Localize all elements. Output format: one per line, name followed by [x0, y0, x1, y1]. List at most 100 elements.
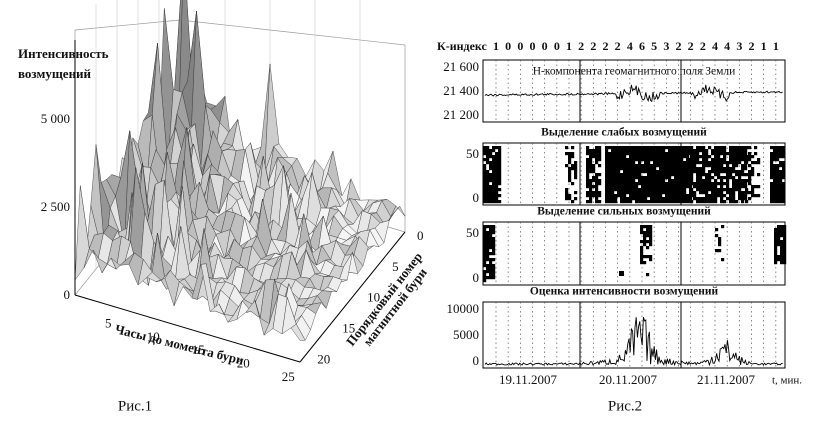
- detection-mark: [748, 197, 752, 201]
- detection-mark: [779, 185, 783, 189]
- detection-mark: [617, 158, 621, 162]
- detection-mark: [483, 249, 487, 253]
- panel-frame: [482, 301, 786, 369]
- detection-mark: [608, 176, 612, 180]
- detection-mark: [605, 191, 609, 195]
- detection-mark: [626, 191, 630, 195]
- detection-mark: [741, 155, 745, 159]
- detection-mark: [611, 146, 615, 150]
- detection-mark: [773, 182, 777, 186]
- detection-mark: [595, 197, 599, 201]
- detection-mark: [757, 158, 761, 162]
- detection-mark: [643, 243, 647, 247]
- detection-mark: [483, 270, 487, 274]
- detection-mark: [592, 149, 596, 153]
- detection-mark: [608, 197, 612, 201]
- detection-mark: [677, 146, 681, 150]
- detection-mark: [662, 185, 666, 189]
- detection-mark: [708, 200, 712, 204]
- detection-mark: [656, 176, 660, 180]
- z-tick-label: 2 500: [41, 199, 70, 214]
- detection-mark: [486, 179, 490, 183]
- detection-mark: [646, 231, 650, 235]
- detection-mark: [659, 200, 663, 204]
- k-index-value: 2: [590, 39, 596, 53]
- panel-title: Выделение слабых возмущений: [541, 127, 707, 139]
- detection-mark: [699, 182, 703, 186]
- detection-mark: [776, 173, 780, 177]
- detection-mark: [717, 188, 721, 192]
- x-tick-label: 20: [237, 356, 250, 371]
- detection-mark: [620, 182, 624, 186]
- detection-mark: [748, 182, 752, 186]
- detection-mark: [683, 152, 687, 156]
- detection-mark: [620, 158, 624, 162]
- detection-mark: [741, 167, 745, 171]
- detection-mark: [754, 194, 758, 198]
- detection-mark: [489, 258, 493, 262]
- detection-mark: [774, 249, 778, 253]
- detection-mark: [662, 152, 666, 156]
- detection-mark: [595, 176, 599, 180]
- detection-mark: [492, 173, 496, 177]
- z-tick-label: 0: [64, 287, 71, 302]
- detection-mark: [690, 200, 694, 204]
- detection-mark: [649, 258, 653, 262]
- detection-mark: [647, 149, 651, 153]
- detection-mark: [586, 194, 590, 198]
- detection-mark: [492, 191, 496, 195]
- detection-mark: [626, 188, 630, 192]
- detection-mark: [656, 185, 660, 189]
- detection-mark: [650, 149, 654, 153]
- detection-mark: [483, 173, 487, 177]
- y-tick-label: 10: [367, 290, 380, 305]
- detection-mark: [738, 188, 742, 192]
- detection-mark: [614, 158, 618, 162]
- detection-mark: [671, 149, 675, 153]
- detection-mark: [574, 167, 578, 171]
- detection-mark: [783, 252, 787, 256]
- detection-mark: [662, 197, 666, 201]
- detection-mark: [729, 152, 733, 156]
- detection-mark: [783, 261, 787, 265]
- detection-mark: [498, 149, 502, 153]
- detection-mark: [693, 161, 697, 165]
- detection-mark: [717, 158, 721, 162]
- detection-mark: [611, 164, 615, 168]
- detection-mark: [486, 155, 490, 159]
- detection-mark: [671, 158, 675, 162]
- detection-mark: [620, 167, 624, 171]
- detection-mark: [629, 194, 633, 198]
- detection-mark: [647, 161, 651, 165]
- detection-mark: [680, 161, 684, 165]
- detection-mark: [617, 188, 621, 192]
- detection-mark: [680, 167, 684, 171]
- y-tick-label: 0: [473, 190, 480, 205]
- detection-mark: [668, 161, 672, 165]
- detection-mark: [662, 188, 666, 192]
- detection-mark: [650, 194, 654, 198]
- detection-mark: [646, 255, 650, 259]
- detection-mark: [732, 170, 736, 174]
- detection-mark: [653, 146, 657, 150]
- detection-mark: [751, 173, 755, 177]
- detection-mark: [605, 170, 609, 174]
- detection-mark: [611, 149, 615, 153]
- detection-mark: [644, 146, 648, 150]
- detection-mark: [641, 200, 645, 204]
- detection-mark: [492, 188, 496, 192]
- detection-mark: [671, 185, 675, 189]
- detection-mark: [489, 197, 493, 201]
- detection-mark: [629, 182, 633, 186]
- detection-mark: [776, 185, 780, 189]
- detection-mark: [705, 194, 709, 198]
- k-index-value: 4: [712, 39, 718, 53]
- detection-mark: [779, 161, 783, 165]
- detection-mark: [644, 188, 648, 192]
- detection-mark: [735, 152, 739, 156]
- detection-mark: [483, 240, 487, 244]
- detection-mark: [656, 200, 660, 204]
- detection-mark: [779, 191, 783, 195]
- detection-mark: [492, 273, 496, 277]
- detection-mark: [647, 200, 651, 204]
